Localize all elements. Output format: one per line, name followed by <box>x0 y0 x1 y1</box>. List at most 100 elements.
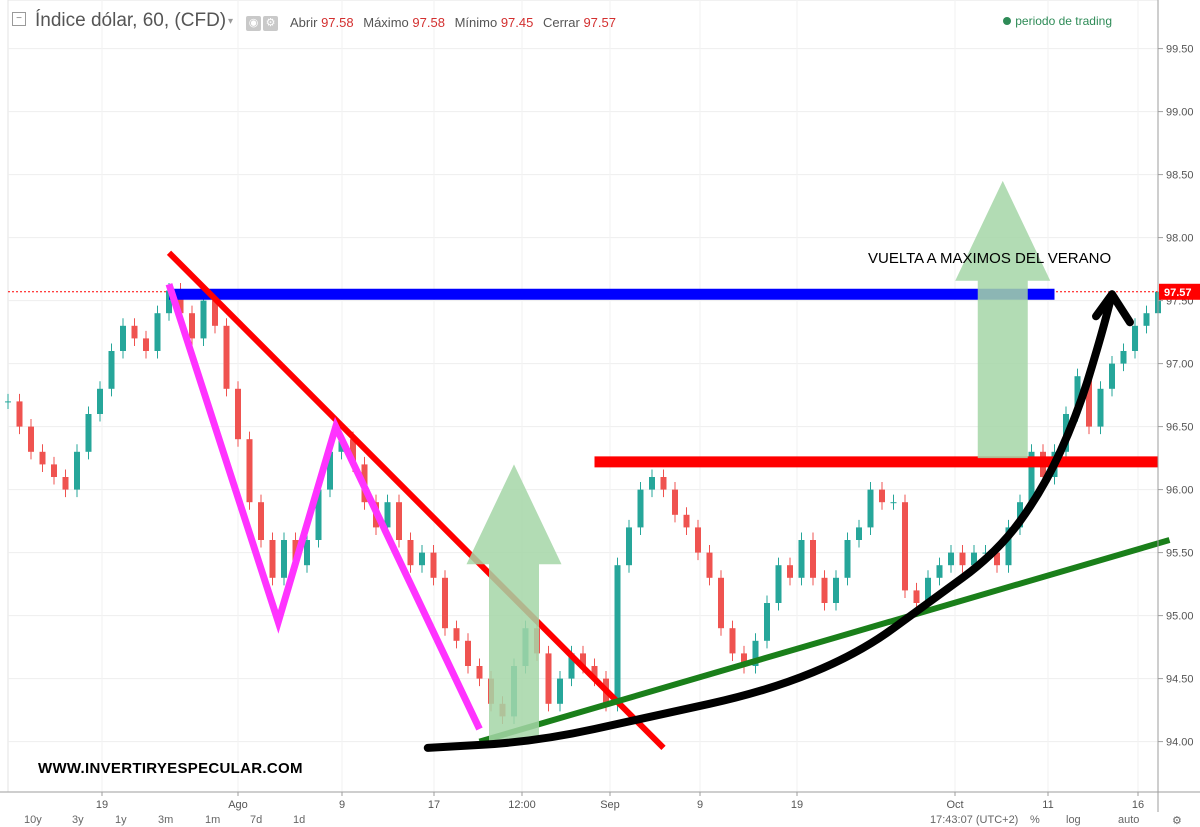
trading-period-legend[interactable]: periodo de trading <box>1003 14 1112 28</box>
candle <box>614 557 621 712</box>
candle-body <box>200 300 207 339</box>
candle <box>189 305 195 346</box>
candle-body <box>971 552 977 566</box>
candle-body <box>672 489 678 515</box>
range-3m-button[interactable]: 3m <box>158 814 174 826</box>
candle-body <box>74 451 80 490</box>
candle <box>1120 343 1127 372</box>
range-1d-button[interactable]: 1d <box>293 814 306 826</box>
open-value: 97.58 <box>321 15 354 30</box>
candle-body <box>775 565 782 603</box>
candle-body <box>465 640 471 666</box>
candle-body <box>131 325 138 339</box>
candle-body <box>568 653 575 679</box>
range-7d-button[interactable]: 7d <box>250 814 263 826</box>
chart-header: − Índice dólar, 60, (CFD) ▾ ◉ ⚙ Abrir 97.… <box>0 0 1160 40</box>
candle-body <box>844 540 851 578</box>
candle-body <box>683 514 690 528</box>
gear-icon[interactable]: ⚙ <box>1172 815 1182 827</box>
candle-body <box>913 590 920 603</box>
candle <box>131 318 138 346</box>
x-tick-label: Ago <box>228 799 248 811</box>
candle <box>752 633 759 674</box>
chevron-down-icon[interactable]: ▾ <box>228 16 234 27</box>
acceleration-curve <box>423 290 1116 752</box>
y-tick-label: 95.00 <box>1166 611 1194 623</box>
range-10y-button[interactable]: 10y <box>24 814 42 826</box>
y-tick-label: 96.50 <box>1166 422 1194 434</box>
candle <box>798 532 805 586</box>
percent-button[interactable]: % <box>1030 814 1040 826</box>
last-price-badge <box>1159 283 1200 300</box>
symbol-title[interactable]: Índice dólar, 60, (CFD) <box>35 10 227 31</box>
candle-body <box>902 502 908 591</box>
candle-body <box>925 577 931 603</box>
candle <box>120 318 126 359</box>
candle-body <box>660 477 667 490</box>
watermark: WWW.INVERTIRYESPECULAR.COM <box>38 760 303 777</box>
candle-body <box>39 451 46 465</box>
candle-body <box>879 489 885 503</box>
candle-body <box>821 577 828 603</box>
candle <box>419 545 425 573</box>
auto-button[interactable]: auto <box>1118 814 1140 826</box>
candle-body <box>453 628 460 641</box>
candle <box>810 532 816 586</box>
legend-dot-icon <box>1003 17 1012 25</box>
candle <box>1097 381 1104 435</box>
candle <box>879 482 885 510</box>
candle-body <box>258 502 264 540</box>
candle-body <box>1143 313 1150 326</box>
y-tick-label: 99.00 <box>1166 107 1194 119</box>
x-tick-label: Sep <box>600 799 620 811</box>
range-3y-button[interactable]: 3y <box>72 814 84 826</box>
last-price-label: 97.57 <box>1164 287 1192 299</box>
close-label: Cerrar <box>542 15 580 30</box>
candle <box>407 532 414 573</box>
x-tick-label: 11 <box>1042 799 1053 811</box>
candle-body <box>166 290 172 314</box>
candle-body <box>419 552 425 566</box>
candle-body <box>718 577 724 629</box>
log-button[interactable]: log <box>1066 814 1081 826</box>
candle-body <box>787 565 793 578</box>
candle <box>442 570 448 636</box>
range-1y-button[interactable]: 1y <box>115 814 127 826</box>
candle <box>74 444 80 498</box>
candle <box>430 545 437 586</box>
x-tick-label: 19 <box>791 799 803 811</box>
candle-body <box>580 653 586 666</box>
candle <box>695 519 701 561</box>
low-value: 97.45 <box>500 15 534 30</box>
candle-body <box>281 540 287 578</box>
visibility-icon[interactable]: ◉ <box>246 16 261 31</box>
candle-body <box>545 653 552 704</box>
settings-icon[interactable]: ⚙ <box>263 16 278 31</box>
candle-body <box>350 439 356 465</box>
candle-body <box>28 426 34 452</box>
candle <box>660 469 667 498</box>
candle <box>890 494 897 510</box>
candle <box>465 633 471 674</box>
candle <box>200 293 207 346</box>
ohlc-readout: Abrir 97.58 Máximo 97.58 Mínimo 97.45 Ce… <box>290 15 622 30</box>
candle <box>626 519 632 573</box>
candle-body <box>982 552 989 554</box>
range-1m-button[interactable]: 1m <box>205 814 221 826</box>
candle-body <box>959 552 966 566</box>
uptrend-line <box>478 537 1171 745</box>
candle <box>821 570 828 611</box>
candle <box>959 545 966 573</box>
candle-body <box>223 325 230 389</box>
collapse-icon[interactable]: − <box>12 12 26 26</box>
y-tick-label: 97.00 <box>1166 359 1194 371</box>
candle-body <box>384 502 391 528</box>
candle-body <box>177 290 184 314</box>
candle-body <box>212 300 218 326</box>
candle <box>281 532 287 586</box>
candle-body <box>936 565 943 578</box>
candle <box>39 444 46 472</box>
candle <box>5 393 11 409</box>
candle <box>913 582 920 611</box>
